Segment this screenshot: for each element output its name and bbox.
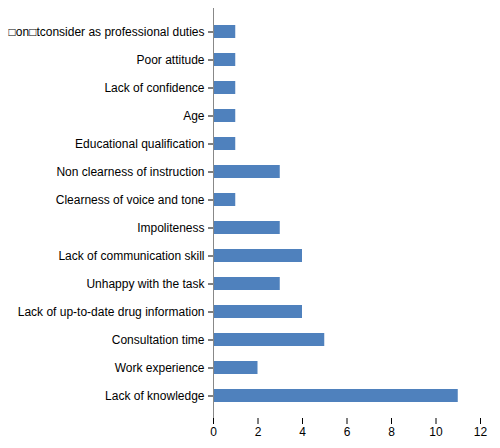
svg-text:Lack of knowledge: Lack of knowledge bbox=[105, 389, 205, 403]
svg-text:Clearness of voice and tone: Clearness of voice and tone bbox=[56, 193, 205, 207]
svg-text:Consultation time: Consultation time bbox=[112, 333, 205, 347]
svg-text:10: 10 bbox=[429, 425, 443, 439]
svg-text:Non clearness of instruction: Non clearness of instruction bbox=[56, 165, 204, 179]
svg-text:Age: Age bbox=[183, 109, 205, 123]
svg-text:6: 6 bbox=[344, 425, 351, 439]
svg-text:12: 12 bbox=[474, 425, 488, 439]
svg-text:Lack of up-to-date drug inform: Lack of up-to-date drug information bbox=[18, 305, 205, 319]
svg-text:0: 0 bbox=[210, 425, 217, 439]
svg-text:Lack of communication skill: Lack of communication skill bbox=[58, 249, 204, 263]
svg-text:Impoliteness: Impoliteness bbox=[137, 221, 204, 235]
svg-text:Poor attitude: Poor attitude bbox=[136, 53, 204, 67]
svg-text:4: 4 bbox=[299, 425, 306, 439]
svg-text:□on□tconsider as professional: □on□tconsider as professional duties bbox=[9, 25, 205, 39]
svg-text:Unhappy with the task: Unhappy with the task bbox=[86, 277, 205, 291]
svg-text:2: 2 bbox=[255, 425, 262, 439]
svg-text:8: 8 bbox=[388, 425, 395, 439]
svg-text:Lack of confidence: Lack of confidence bbox=[104, 81, 204, 95]
svg-text:Work experience: Work experience bbox=[115, 361, 205, 375]
svg-text:Educational qualification: Educational qualification bbox=[75, 137, 204, 151]
